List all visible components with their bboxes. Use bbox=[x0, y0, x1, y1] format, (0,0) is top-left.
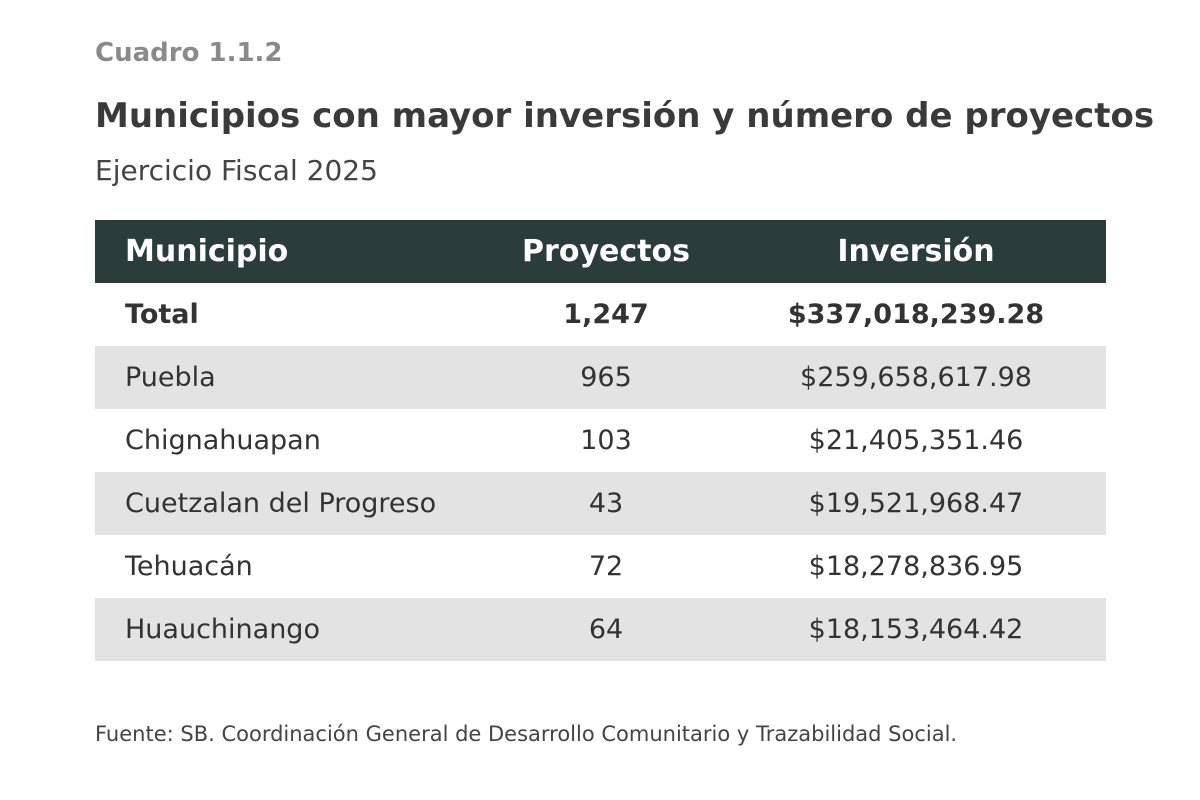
table-row: Total 1,247 $337,018,239.28 bbox=[95, 283, 1106, 346]
table-cell: $259,658,617.98 bbox=[726, 346, 1106, 409]
table-cell: 103 bbox=[580, 425, 632, 456]
table-cell: 965 bbox=[486, 346, 726, 409]
table-cell: $18,153,464.42 bbox=[726, 598, 1106, 661]
table-cell: 72 bbox=[588, 551, 624, 582]
table-cell: $19,521,968.47 bbox=[726, 472, 1106, 535]
table-cell: Cuetzalan del Progreso bbox=[95, 472, 486, 535]
table-cell: Puebla bbox=[95, 346, 486, 409]
table-row: Chignahuapan 103 $21,405,351.46 bbox=[95, 409, 1106, 472]
column-header: Inversión bbox=[726, 220, 1106, 283]
table-label: Cuadro 1.1.2 bbox=[95, 38, 283, 68]
subtitle: Ejercicio Fiscal 2025 bbox=[95, 154, 378, 187]
title: Municipios con mayor inversión y número … bbox=[95, 96, 1155, 136]
table-row: Cuetzalan del Progreso 43 $19,521,968.47 bbox=[95, 472, 1106, 535]
table-cell: $18,278,836.95 bbox=[808, 551, 1024, 582]
table-cell: 64 bbox=[486, 598, 726, 661]
header-row: Municipio Proyectos Inversión bbox=[95, 220, 1106, 283]
table-cell: Tehuacán bbox=[125, 551, 253, 582]
column-header: Proyectos bbox=[486, 220, 726, 283]
source: Fuente: SB. Coordinación General de Desa… bbox=[95, 722, 958, 746]
column-header: Municipio bbox=[95, 220, 486, 283]
table-row: Puebla 965 $259,658,617.98 bbox=[95, 346, 1106, 409]
table-cell: $337,018,239.28 bbox=[787, 299, 1045, 330]
data-table: Municipio Proyectos Inversión Total 1,247 $3… bbox=[95, 220, 1106, 661]
table-row: Huauchinango 64 $18,153,464.42 bbox=[95, 598, 1106, 661]
table-cell: Huauchinango bbox=[95, 598, 486, 661]
table-row: Tehuacán 72 $18,278,836.95 bbox=[95, 535, 1106, 598]
table-cell: $21,405,351.46 bbox=[808, 425, 1024, 456]
table-cell: 43 bbox=[486, 472, 726, 535]
table-cell: Total bbox=[125, 299, 199, 330]
table-cell: 1,247 bbox=[563, 299, 649, 330]
table-cell: Chignahuapan bbox=[125, 425, 321, 456]
